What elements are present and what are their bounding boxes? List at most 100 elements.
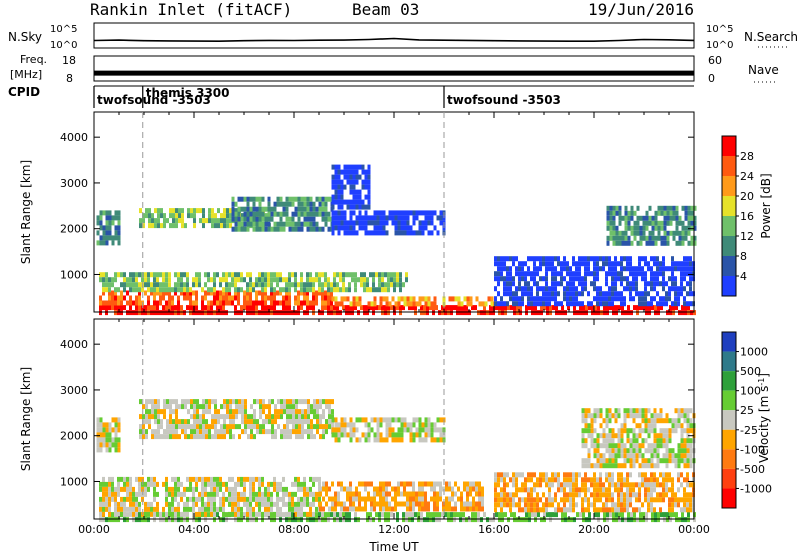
heatmap-cell [343, 199, 347, 205]
heatmap-cell [213, 277, 216, 283]
heatmap-cell [563, 482, 566, 488]
heatmap-cell [515, 271, 518, 277]
heatmap-cell [231, 300, 234, 306]
heatmap-cell [235, 399, 238, 405]
heatmap-cell [653, 482, 656, 488]
heatmap-cell [686, 301, 689, 307]
heatmap-cell [291, 506, 294, 512]
heatmap-cell [612, 235, 616, 241]
heatmap-cell [680, 428, 684, 434]
heatmap-cell [687, 512, 690, 518]
heatmap-cell [343, 184, 347, 190]
heatmap-cell [157, 218, 160, 224]
heatmap-cell [174, 517, 177, 523]
heatmap-cell [581, 497, 584, 503]
heatmap-cell [174, 476, 177, 482]
heatmap-cell [599, 507, 602, 513]
heatmap-cell [690, 210, 694, 216]
heatmap-cell [629, 448, 633, 454]
heatmap-cell [166, 419, 169, 425]
heatmap-cell [500, 497, 503, 503]
heatmap-cell [312, 511, 315, 517]
heatmap-cell [120, 310, 123, 316]
heatmap-cell [542, 477, 545, 483]
heatmap-cell [611, 472, 614, 478]
heatmap-cell [289, 414, 292, 420]
heatmap-cell [665, 438, 669, 444]
heatmap-cell [551, 482, 554, 488]
heatmap-cell [288, 290, 291, 296]
heatmap-cell [150, 287, 153, 293]
heatmap-cell [686, 448, 690, 454]
heatmap-cell [274, 409, 277, 415]
heatmap-cell [605, 256, 608, 262]
heatmap-cell [405, 512, 408, 518]
heatmap-cell [99, 295, 102, 301]
heatmap-cell [527, 502, 530, 508]
heatmap-cell [590, 423, 594, 429]
heatmap-cell [271, 414, 274, 420]
heatmap-cell [611, 507, 614, 513]
heatmap-cell [210, 305, 213, 311]
heatmap-cell [415, 496, 418, 502]
heatmap-cell [645, 240, 649, 246]
heatmap-cell [225, 290, 228, 296]
heatmap-cell [466, 496, 469, 502]
heatmap-cell [512, 301, 515, 307]
heatmap-cell [671, 502, 674, 508]
heatmap-cell [210, 277, 213, 283]
heatmap-cell [340, 204, 344, 210]
heatmap-cell [265, 404, 268, 410]
heatmap-cell [451, 486, 454, 492]
heatmap-cell [396, 282, 399, 288]
heatmap-cell [572, 502, 575, 508]
heatmap-cell [459, 517, 462, 523]
heatmap-cell [672, 305, 675, 311]
heatmap-cell [346, 506, 349, 512]
heatmap-cell [429, 305, 432, 311]
heatmap-cell [148, 208, 151, 214]
heatmap-cell [653, 261, 656, 267]
heatmap-cell [376, 501, 379, 507]
heatmap-cell [468, 310, 471, 316]
heatmap-cell [105, 496, 108, 502]
heatmap-cell [285, 287, 288, 293]
heatmap-cell [199, 424, 202, 430]
heatmap-cell [271, 434, 274, 440]
heatmap-cell [267, 216, 271, 222]
heatmap-cell [674, 276, 677, 282]
heatmap-cell [660, 210, 664, 216]
heatmap-cell [165, 287, 168, 293]
heatmap-cell [663, 215, 667, 221]
heatmap-cell [291, 310, 294, 316]
heatmap-cell [352, 432, 356, 438]
heatmap-cell [322, 434, 325, 440]
heatmap-cell [472, 506, 475, 512]
heatmap-cell [306, 517, 309, 523]
heatmap-cell [636, 215, 640, 221]
heatmap-cell [282, 287, 285, 293]
heatmap-cell [256, 429, 259, 435]
heatmap-cell [316, 414, 319, 420]
heatmap-cell [238, 404, 241, 410]
heatmap-cell [120, 496, 123, 502]
heatmap-cell [222, 272, 225, 278]
heatmap-cell [352, 422, 356, 428]
heatmap-cell [126, 300, 129, 306]
heatmap-cell [370, 230, 374, 236]
heatmap-cell [337, 164, 341, 170]
heatmap-cell [623, 286, 626, 292]
heatmap-cell [160, 213, 163, 219]
power-colorbar-swatch [722, 256, 736, 276]
heatmap-cell [406, 427, 410, 433]
heatmap-cell [599, 458, 603, 464]
heatmap-cell [497, 301, 500, 307]
heatmap-cell [566, 477, 569, 483]
heatmap-cell [540, 310, 543, 316]
heatmap-cell [234, 201, 238, 207]
heatmap-cell [608, 507, 611, 513]
heatmap-cell [490, 296, 494, 302]
heatmap-cell [644, 438, 648, 444]
heatmap-cell [650, 301, 653, 307]
heatmap-cell [280, 429, 283, 435]
